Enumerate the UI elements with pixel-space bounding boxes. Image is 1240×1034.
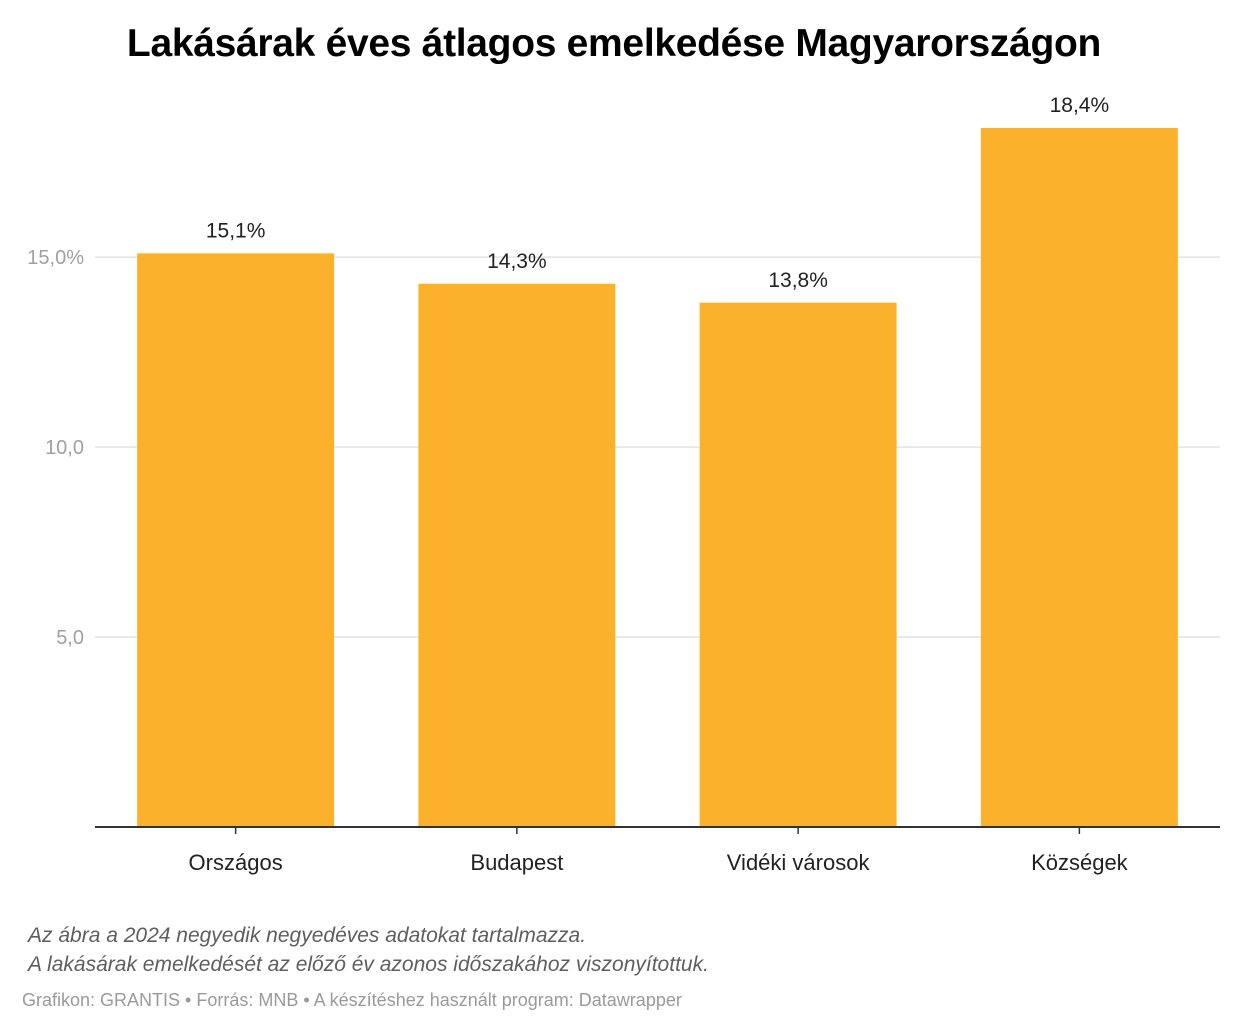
bar	[699, 302, 897, 827]
x-tick-label: Községek	[1031, 850, 1129, 875]
x-tick-label: Országos	[189, 850, 283, 875]
data-labels: 15,1% 14,3% 13,8% 18,4%	[206, 94, 1109, 292]
data-label: 15,1%	[206, 219, 266, 242]
data-label: 14,3%	[487, 250, 547, 273]
x-tick-label: Budapest	[470, 850, 563, 875]
credit-line: Grafikon: GRANTIS • Forrás: MNB • A kész…	[22, 990, 682, 1010]
bar	[137, 253, 335, 827]
bar-chart: 5,0 10,0 15,0% 15,1% 14,3% 13,8% 18,4% Ország…	[27, 94, 1220, 875]
data-label: 13,8%	[768, 269, 828, 292]
y-tick-label: 10,0	[45, 437, 84, 459]
y-axis-ticks: 5,0 10,0 15,0%	[27, 247, 84, 649]
x-tick-label: Vidéki városok	[727, 850, 871, 875]
bar	[418, 283, 616, 827]
chart-title: Lakásárak éves átlagos emelkedése Magyar…	[126, 22, 1102, 65]
data-label: 18,4%	[1050, 94, 1110, 117]
bars	[137, 128, 1178, 827]
note-line-1: Az ábra a 2024 negyedik negyedéves adato…	[28, 924, 587, 947]
x-axis: Országos Budapest Vidéki városok Községek	[95, 826, 1220, 875]
y-tick-label: 5,0	[56, 627, 84, 649]
note-line-2: A lakásárak emelkedését az előző év azon…	[28, 953, 709, 976]
y-tick-label: 15,0%	[27, 247, 84, 269]
bar	[980, 128, 1178, 827]
